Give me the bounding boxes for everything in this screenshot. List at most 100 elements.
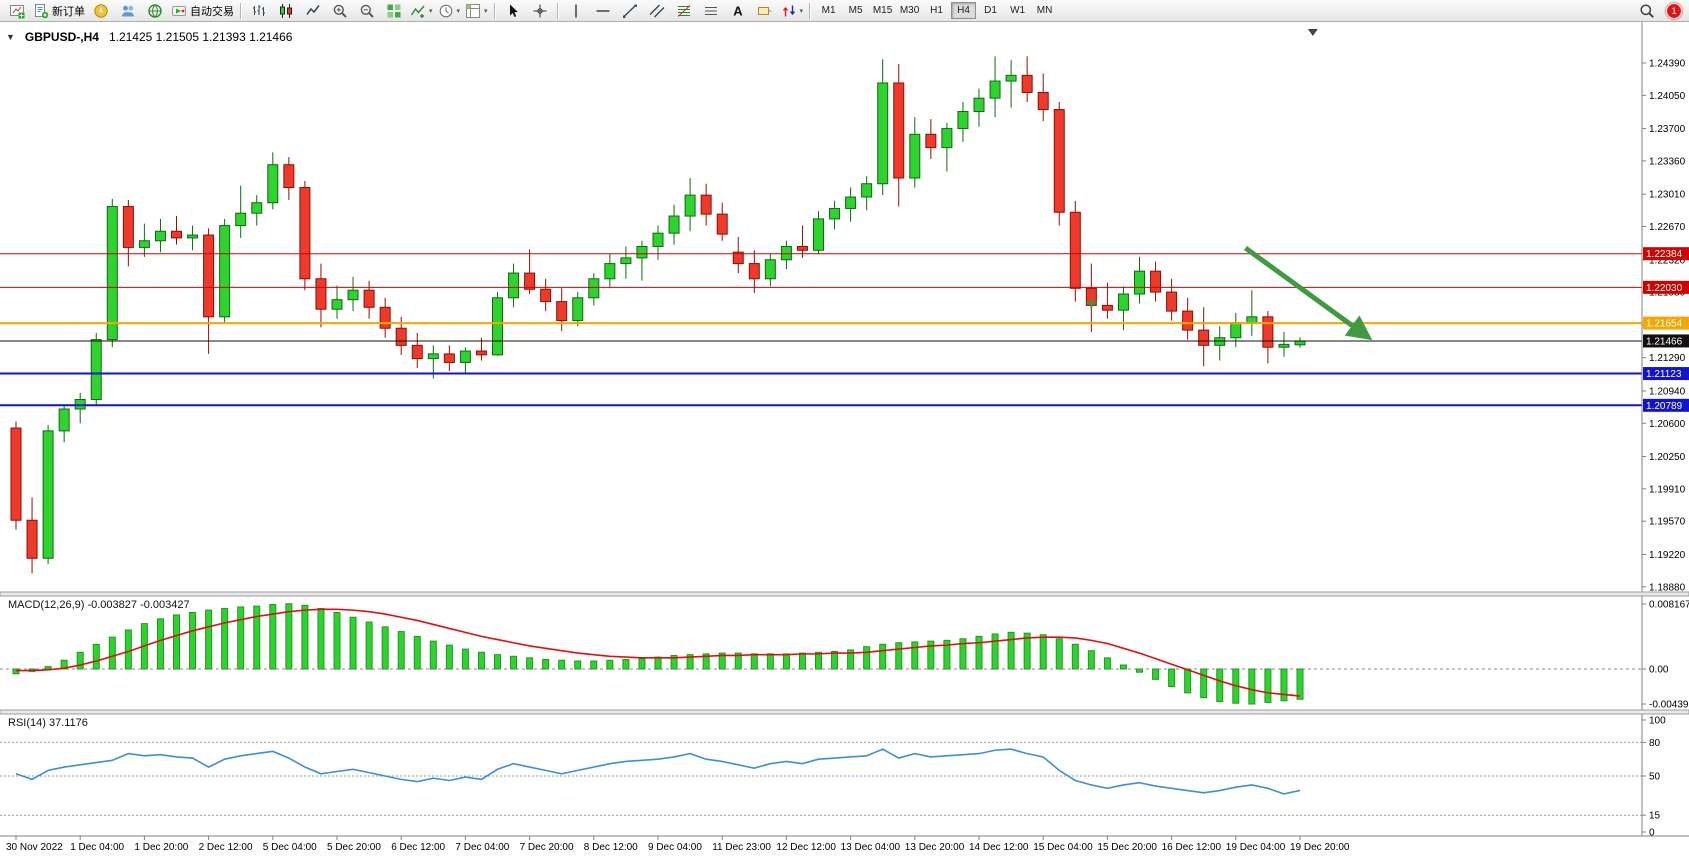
timeframe-mn[interactable]: MN: [1036, 5, 1053, 16]
bar-chart-mode-button[interactable]: [246, 1, 272, 21]
time-axis-label: 13 Dec 20:00: [905, 842, 965, 853]
chart-shift-marker[interactable]: [1307, 29, 1318, 36]
rsi-axis-label: 100: [1649, 716, 1666, 727]
chart-title: ▼ GBPUSD-,H4 1.21425 1.21505 1.21393 1.2…: [6, 30, 292, 44]
candle: [909, 133, 921, 179]
candle: [652, 232, 664, 247]
zoom-out-button[interactable]: [354, 1, 380, 21]
autotrading-icon: [171, 3, 187, 19]
price-tag-label: 1.21654: [1646, 319, 1683, 330]
auto-trading-button[interactable]: 自动交易: [169, 1, 236, 21]
candle: [508, 272, 520, 299]
candle: [203, 234, 215, 318]
arrows-icon: [781, 3, 797, 19]
tile-windows-button[interactable]: [381, 1, 407, 21]
one-click-trading-arrow-icon[interactable]: ▼: [6, 32, 15, 42]
mql5-community-button[interactable]: [88, 1, 114, 21]
chart-canvas[interactable]: 1.24390 1.24050 1.23700 1.23360 1.23010 1.226…: [0, 22, 1689, 860]
candle: [636, 245, 648, 259]
hline-icon: [595, 3, 611, 19]
pane-separator[interactable]: [0, 709, 1689, 715]
candlestick-mode-button[interactable]: [273, 1, 299, 21]
timeframe-w1[interactable]: W1: [1010, 5, 1026, 16]
toolbar-separator: [240, 2, 242, 19]
timeframe-h1[interactable]: H1: [930, 5, 943, 16]
time-axis-label: 5 Dec 04:00: [263, 842, 317, 853]
tile-icon: [386, 3, 402, 19]
rsi-axis-label: 50: [1649, 772, 1661, 783]
equidistant-channel-button[interactable]: [644, 1, 670, 21]
community-icon: [120, 3, 136, 19]
cursor-icon: [505, 3, 521, 19]
candle: [10, 427, 22, 521]
text-label-button[interactable]: [752, 1, 778, 21]
candle: [1166, 291, 1178, 312]
periods-button[interactable]: ▾: [436, 1, 463, 21]
arrows-button[interactable]: ▾: [779, 1, 806, 21]
fibo-icon: [676, 3, 692, 19]
price-tag-label: 1.22030: [1646, 283, 1683, 294]
candle: [668, 215, 680, 234]
templates-button[interactable]: ▾: [463, 1, 490, 21]
crosshair-button[interactable]: [527, 1, 553, 21]
candle: [331, 299, 343, 310]
rsi-axis-label: 80: [1649, 738, 1661, 749]
candle: [572, 297, 584, 322]
candle: [1198, 329, 1210, 346]
web-icon: [147, 3, 163, 19]
chart-window[interactable]: 1.24390 1.24050 1.23700 1.23360 1.23010 1.226…: [0, 22, 1689, 860]
cross-marker-object[interactable]: [1086, 298, 1097, 309]
text-tool-button[interactable]: A: [725, 1, 751, 21]
candle: [187, 234, 199, 239]
candle: [219, 225, 231, 318]
timeframe-m15[interactable]: M15: [872, 5, 893, 16]
price-axis-label: 1.20600: [1649, 419, 1686, 430]
horizontal-line-button[interactable]: [590, 1, 616, 21]
candle: [1053, 109, 1065, 213]
timeframe-m30[interactable]: M30: [899, 5, 920, 16]
rsi-axis-label: 15: [1649, 811, 1661, 822]
timeframe-h4[interactable]: H4: [951, 2, 977, 19]
pane-separator[interactable]: [0, 591, 1689, 597]
time-axis-label: 19 Dec 20:00: [1290, 842, 1350, 853]
timeframe-d1[interactable]: D1: [984, 5, 997, 16]
fibonacci-retracement-button[interactable]: [671, 1, 697, 21]
new-order-button[interactable]: 新订单: [31, 1, 87, 21]
timeframe-m1[interactable]: M1: [821, 5, 836, 16]
compass-icon: [93, 3, 109, 19]
time-axis-label: 15 Dec 20:00: [1097, 842, 1157, 853]
zoom-in-button[interactable]: [327, 1, 353, 21]
price-axis-label: 1.24050: [1649, 91, 1686, 102]
cursor-button[interactable]: [500, 1, 526, 21]
candle: [171, 230, 182, 239]
timeframe-m5[interactable]: M5: [848, 5, 863, 16]
shapes-button[interactable]: [698, 1, 724, 21]
toolbar-separator: [809, 2, 812, 19]
new-order-icon: [33, 3, 49, 19]
trendline-button[interactable]: [617, 1, 643, 21]
price-tag-box: [1643, 247, 1689, 261]
candle: [315, 278, 327, 310]
community-chat-button[interactable]: [115, 1, 141, 21]
search-icon[interactable]: [1634, 1, 1660, 21]
price-axis-label: 1.19910: [1649, 484, 1686, 495]
vline-icon: [568, 3, 584, 19]
candle: [379, 306, 391, 329]
notification-badge: 1: [1666, 2, 1682, 19]
zoom-out-icon: [359, 3, 375, 19]
candle: [74, 399, 86, 410]
vertical-line-button[interactable]: [563, 1, 589, 21]
candle: [604, 263, 616, 280]
svg-text:A: A: [733, 3, 743, 18]
web-terminal-button[interactable]: [142, 1, 168, 21]
trend-arrow-object[interactable]: [1243, 245, 1373, 341]
line-chart-mode-button[interactable]: [300, 1, 326, 21]
new-chart-button[interactable]: [4, 1, 30, 21]
indicators-button[interactable]: ▾: [408, 1, 435, 21]
timeframe-toolbar: M1 M5 M15 M30 H1 H4 D1 W1 MN: [815, 2, 1058, 19]
candle: [1134, 270, 1145, 295]
crosshair-icon: [532, 3, 548, 19]
time-axis-label: 12 Dec 12:00: [776, 842, 836, 853]
price-axis-label: 1.20250: [1649, 452, 1686, 463]
price-axis-label: 1.23010: [1649, 190, 1686, 201]
